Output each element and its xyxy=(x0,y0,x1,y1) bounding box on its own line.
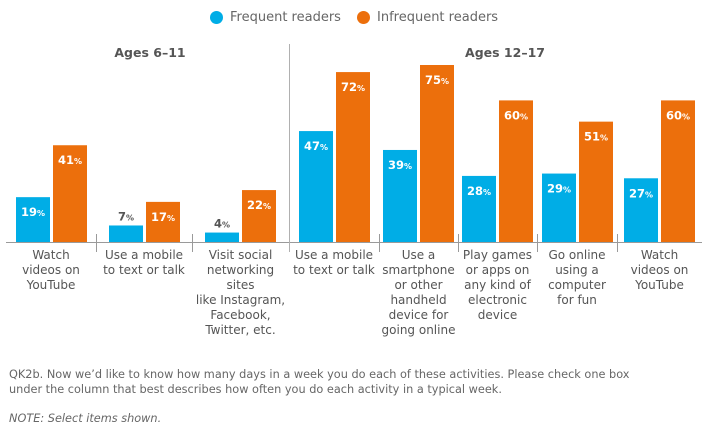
bar-infrequent-1-1 xyxy=(53,145,87,242)
category-label-line: YouTube xyxy=(635,278,684,292)
category-label-line: Watch xyxy=(640,248,679,262)
value-label-frequent-2-5: 27% xyxy=(629,186,653,200)
category-label-line: computer xyxy=(548,278,606,292)
bar-infrequent-1-3 xyxy=(242,190,276,242)
value-label-infrequent-2-1: 72% xyxy=(341,80,365,94)
bar-frequent-2-4 xyxy=(542,173,576,242)
group-title-ages-6-11: Ages 6–11 xyxy=(114,45,186,60)
value-label-infrequent-2-5: 60% xyxy=(666,108,690,122)
legend-label-frequent: Frequent readers xyxy=(230,10,341,25)
footer-note: NOTE: Select items shown. xyxy=(9,412,162,425)
legend: Frequent readers Infrequent readers xyxy=(0,10,708,30)
category-label: Watch videos on YouTube xyxy=(6,248,96,293)
category-label-line: or other xyxy=(394,278,443,292)
value-label-frequent-2-2: 39% xyxy=(388,158,412,172)
value-label-infrequent-2-4: 51% xyxy=(584,130,608,144)
value-label-infrequent-1-1: 41% xyxy=(58,153,82,167)
value-label-frequent-2-3: 28% xyxy=(467,184,491,198)
footer-question-line-2: under the column that best describes how… xyxy=(9,383,502,396)
value-label-frequent-2-1: 47% xyxy=(304,139,328,153)
value-label-frequent-1-3: 4% xyxy=(214,217,230,231)
category-label-line: Visit social xyxy=(208,248,273,262)
bar-frequent-2-1 xyxy=(299,131,333,242)
category-label: Play games or apps on any kind of electroni… xyxy=(458,248,537,323)
bar-frequent-1-1 xyxy=(16,197,50,242)
bar-frequent-1-2 xyxy=(109,225,143,242)
category-label-line: to text or talk xyxy=(293,263,375,277)
category-label: Visit social networking sites like Instagr… xyxy=(192,248,289,338)
footer-question-line-1: QK2b. Now we’d like to know how many day… xyxy=(9,368,630,381)
category-label-line: Use a mobile xyxy=(104,248,184,262)
value-label-infrequent-1-3: 22% xyxy=(247,198,271,212)
bar-frequent-1-3 xyxy=(205,232,239,242)
category-label: Watch videos on YouTube xyxy=(617,248,702,293)
category-label-line: videos on xyxy=(22,263,80,277)
bar-infrequent-2-5 xyxy=(661,100,695,243)
category-label-line: Use a mobile xyxy=(294,248,374,262)
value-label-frequent-1-1: 19% xyxy=(21,205,45,219)
legend-swatch-infrequent-icon xyxy=(357,11,370,24)
bar-infrequent-2-1 xyxy=(336,72,370,242)
category-label-line: Twitter, etc. xyxy=(205,323,276,337)
category-label-line: or apps on xyxy=(465,263,530,277)
category-label: Use a mobile to text or talk xyxy=(289,248,379,278)
category-label-line: going online xyxy=(381,323,456,337)
legend-item-frequent: Frequent readers xyxy=(210,10,341,25)
category-label-line: Watch xyxy=(32,248,70,262)
category-label-line: for fun xyxy=(557,293,597,307)
bar-frequent-2-3 xyxy=(462,175,496,242)
value-label-infrequent-2-3: 60% xyxy=(504,108,528,122)
category-label-line: YouTube xyxy=(26,278,76,292)
category-label: Go online using a computer for fun xyxy=(537,248,617,308)
group-title-ages-12-17: Ages 12–17 xyxy=(465,45,545,60)
bar-infrequent-2-2 xyxy=(420,65,454,242)
bar-infrequent-2-3 xyxy=(499,100,533,243)
category-label-line: Play games xyxy=(462,248,533,262)
category-label-line: Go online xyxy=(548,248,606,262)
category-label-line: device xyxy=(477,308,518,322)
bar-frequent-2-5 xyxy=(624,178,658,242)
category-label-line: handheld xyxy=(390,293,447,307)
category-label-line: Facebook, xyxy=(210,308,271,322)
category-label-line: to text or talk xyxy=(103,263,185,277)
bar-chart: 19% 41% 7% 17% 4% 22% 47% 72% 39% 75% 28% 60% 29% 51%… xyxy=(6,44,702,252)
category-label-line: any kind of xyxy=(464,278,531,292)
value-label-infrequent-1-2: 17% xyxy=(151,210,175,224)
category-label: Use a smartphone or other handheld device fo… xyxy=(379,248,458,338)
category-label: Use a mobile to text or talk xyxy=(96,248,192,278)
value-label-frequent-2-4: 29% xyxy=(547,182,571,196)
legend-label-infrequent: Infrequent readers xyxy=(377,10,499,25)
category-label-line: using a xyxy=(555,263,599,277)
category-label-line: networking sites xyxy=(206,263,275,292)
category-label-line: like Instagram, xyxy=(195,293,286,307)
category-label-line: smartphone xyxy=(382,263,455,277)
value-label-frequent-1-2: 7% xyxy=(118,209,134,223)
category-label-line: device for xyxy=(388,308,449,322)
category-label-line: electronic xyxy=(468,293,527,307)
value-label-infrequent-2-2: 75% xyxy=(425,73,449,87)
bar-infrequent-2-4 xyxy=(579,121,613,242)
category-label-line: Use a xyxy=(401,248,436,262)
legend-item-infrequent: Infrequent readers xyxy=(357,10,498,25)
category-label-line: videos on xyxy=(630,263,689,277)
bar-infrequent-1-2 xyxy=(146,201,180,242)
bar-frequent-2-2 xyxy=(383,149,417,242)
legend-swatch-frequent-icon xyxy=(210,11,223,24)
